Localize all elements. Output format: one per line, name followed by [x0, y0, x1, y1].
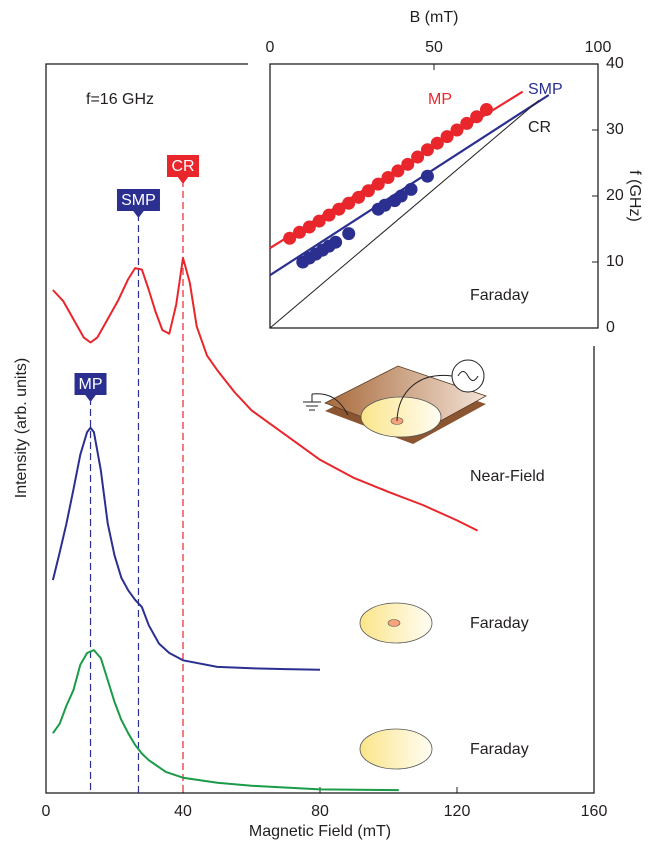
y-tick-label: 20 — [606, 187, 624, 204]
y-tick-label: 10 — [606, 253, 624, 270]
annotation: f=16 GHz — [86, 91, 154, 108]
x-tick-label: 160 — [581, 803, 608, 820]
marker-text: SMP — [121, 192, 156, 209]
series-label: Faraday — [470, 615, 529, 632]
data-point — [378, 198, 392, 212]
data-point — [391, 164, 405, 178]
data-point — [470, 110, 484, 124]
data-point — [371, 177, 385, 191]
data-point — [283, 231, 297, 245]
data-point — [460, 116, 474, 130]
marker-label: MP — [74, 373, 107, 402]
data-point — [332, 202, 346, 216]
data-point — [329, 235, 343, 249]
data-point — [404, 182, 418, 196]
y-tick-label: 0 — [606, 319, 615, 336]
x-axis-label: B (mT) — [410, 9, 459, 26]
data-point — [361, 184, 375, 198]
ground — [303, 393, 349, 416]
series-label: Faraday — [470, 741, 529, 758]
x-tick-label: 120 — [444, 803, 471, 820]
sine — [457, 371, 479, 381]
series-label: CR — [528, 119, 551, 136]
data-point — [450, 123, 464, 137]
intensity-line — [51, 426, 321, 671]
data-point — [411, 150, 425, 164]
marker-pointer — [177, 176, 189, 184]
main-chart: Magnetic Field (mT) Intensity (arb. unit… — [13, 63, 608, 840]
intensity-line — [52, 256, 479, 532]
data-point — [381, 171, 395, 185]
y-tick-label: 40 — [606, 55, 624, 72]
data-point — [322, 208, 336, 222]
y-axis-label: f (GHz) — [626, 170, 643, 222]
disk — [359, 728, 433, 770]
marker-pointer — [84, 394, 97, 402]
annotation: Faraday — [470, 287, 529, 304]
marker-label: SMP — [116, 189, 160, 218]
y-tick-label: 30 — [606, 121, 624, 138]
marker-box — [74, 373, 107, 395]
marker-label: CR — [167, 155, 199, 184]
data-point — [302, 220, 316, 234]
data-point — [312, 214, 326, 228]
intensity-line — [52, 649, 399, 792]
data-point — [430, 136, 444, 150]
data-point — [420, 143, 434, 157]
marker-box — [116, 189, 160, 211]
dot — [387, 619, 401, 627]
data-point — [352, 190, 366, 204]
data-point — [342, 227, 356, 241]
data-point — [479, 103, 493, 117]
y-axis-label: Intensity (arb. units) — [13, 358, 30, 499]
sample-icons — [303, 359, 487, 770]
series-label: Near-Field — [470, 468, 545, 485]
data-point — [293, 225, 307, 239]
x-tick-label: 40 — [174, 803, 192, 820]
marker-pointer — [132, 210, 145, 218]
fit-line — [269, 99, 540, 329]
data-point — [342, 196, 356, 210]
x-tick-label: 80 — [311, 803, 329, 820]
x-axis-label: Magnetic Field (mT) — [249, 823, 391, 840]
marker-box — [167, 155, 199, 177]
disk — [360, 396, 442, 438]
inset-frame — [269, 63, 599, 329]
data-point — [440, 130, 454, 144]
x-tick-label: 100 — [585, 39, 612, 56]
data-point — [420, 169, 434, 183]
series-label: SMP — [528, 81, 563, 98]
marker-text: MP — [79, 376, 103, 393]
series-label: MP — [428, 91, 452, 108]
data-point — [394, 189, 408, 203]
x-tick-label: 0 — [42, 803, 51, 820]
inset-chart: B (mT) f (GHz) Faraday 0 50 100 0 10 20 30 40 MP… — [248, 0, 648, 346]
x-tick-label: 50 — [425, 39, 443, 56]
marker-text: CR — [171, 158, 194, 175]
wire — [396, 374, 453, 422]
x-tick-label: 0 — [266, 39, 275, 56]
data-point — [401, 157, 415, 171]
